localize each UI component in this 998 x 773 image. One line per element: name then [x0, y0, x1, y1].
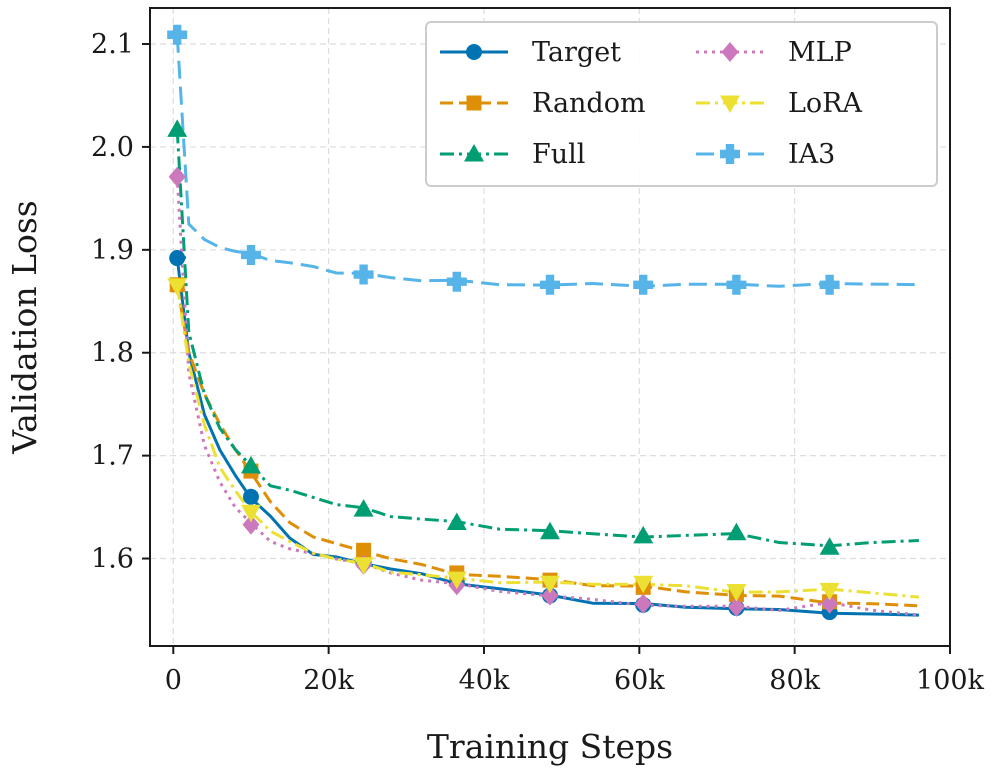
y-axis-title: Validation Loss — [5, 200, 44, 454]
legend-label-random: Random — [532, 88, 646, 119]
marker-mlp — [727, 596, 745, 617]
legend-marker-lora — [720, 95, 740, 113]
legend-marker-ia3 — [720, 144, 740, 164]
marker-mlp — [168, 166, 186, 187]
marker-ia3 — [540, 274, 560, 295]
marker-full — [240, 455, 261, 474]
legend-box — [425, 21, 938, 187]
marker-lora — [540, 575, 560, 594]
y-tick-label: 1.6 — [91, 544, 134, 575]
legend-marker-full — [464, 144, 484, 162]
marker-target — [169, 250, 186, 267]
marker-lora — [240, 504, 261, 523]
y-tick-label: 2.0 — [91, 132, 134, 163]
x-tick-label: 20k — [303, 665, 354, 696]
legend-marker-mlp — [721, 42, 739, 62]
marker-full — [353, 499, 374, 517]
x-axis-title: Training Steps — [427, 727, 673, 766]
marker-ia3 — [819, 274, 840, 295]
marker-ia3 — [240, 244, 261, 265]
plot-frame — [149, 7, 951, 647]
legend-label-ia3: IA3 — [788, 139, 835, 170]
y-tick-label: 2.1 — [91, 29, 134, 60]
series-markers — [167, 24, 840, 621]
y-tick-label: 1.9 — [91, 235, 134, 266]
x-tick-label: 80k — [769, 665, 820, 696]
marker-lora — [167, 278, 188, 296]
legend-marker-target — [466, 44, 482, 60]
marker-full — [633, 525, 654, 544]
marker-mlp — [242, 514, 260, 535]
marker-lora — [353, 557, 374, 575]
x-tick-label: 60k — [614, 665, 665, 696]
x-tick-label: 0 — [165, 665, 182, 696]
marker-ia3 — [633, 274, 654, 295]
marker-lora — [633, 575, 654, 594]
legend-label-lora: LoRA — [788, 88, 863, 119]
series-line-full — [175, 129, 919, 548]
marker-lora — [446, 571, 467, 590]
marker-full — [726, 522, 747, 541]
marker-ia3 — [726, 274, 747, 295]
marker-mlp — [821, 593, 839, 614]
marker-full — [540, 521, 560, 540]
marker-lora — [726, 583, 747, 602]
legend: Target Random Full MLP LoRA IA3 — [425, 21, 938, 187]
legend-label-full: Full — [532, 139, 585, 170]
x-tick-label: 100k — [916, 665, 985, 696]
legend-marker-random — [466, 95, 482, 111]
marker-ia3 — [446, 271, 467, 292]
marker-full — [167, 119, 188, 137]
legend-label-mlp: MLP — [788, 37, 852, 68]
marker-full — [446, 512, 467, 531]
y-tick-label: 1.8 — [91, 338, 134, 369]
x-tick-label: 40k — [459, 665, 510, 696]
marker-full — [819, 537, 840, 555]
marker-target — [242, 488, 259, 505]
axis-ticks: 0 20k 40k 60k 80k 100k 1.6 1.7 1.8 1.9 2.0 2.1 — [91, 29, 985, 696]
series-line-mlp — [175, 176, 920, 617]
marker-random — [356, 542, 372, 558]
marker-ia3 — [167, 24, 188, 45]
marker-mlp — [634, 593, 652, 614]
marker-ia3 — [353, 264, 374, 285]
y-tick-label: 1.7 — [91, 441, 134, 472]
marker-mlp — [541, 585, 559, 606]
legend-label-target: Target — [532, 37, 621, 68]
marker-lora — [819, 582, 840, 601]
